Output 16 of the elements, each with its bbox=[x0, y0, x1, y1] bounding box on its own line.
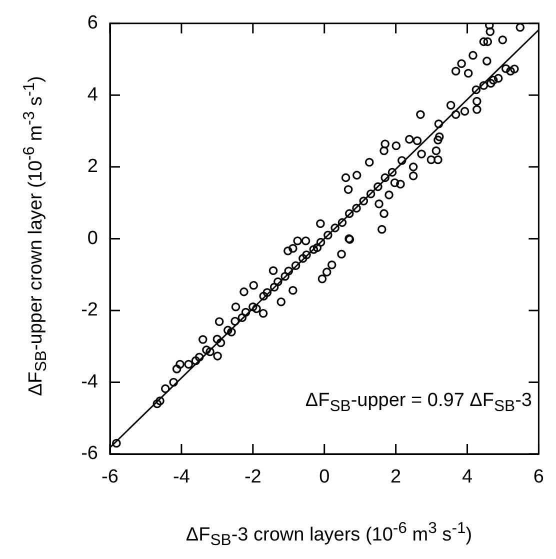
text: ΔF$_{SB}$-3 crown layers (10$^{-6}$ m$^{3}$ s$^{-1}$) bbox=[186, 520, 472, 550]
x-tick-label: 2 bbox=[390, 466, 402, 488]
x-tick-label: -4 bbox=[173, 466, 190, 488]
annotation: ΔF$_{SB}$-upper = 0.97 ΔF$_{SB}$-3 bbox=[305, 390, 532, 416]
y-tick-label: 0 bbox=[87, 228, 98, 249]
x-tick-label: 4 bbox=[462, 466, 473, 488]
y-tick-label: -4 bbox=[81, 371, 98, 392]
y-tick-label: 6 bbox=[87, 12, 98, 34]
y-tick-label: 2 bbox=[87, 156, 98, 178]
x-tick-label: -2 bbox=[244, 466, 262, 488]
y-tick-label: 4 bbox=[87, 84, 98, 106]
y-tick-label: -6 bbox=[81, 443, 98, 464]
x-tick-label: 6 bbox=[533, 466, 544, 488]
x-tick-label: 0 bbox=[319, 466, 330, 488]
y-tick-label: -2 bbox=[81, 300, 98, 321]
x-tick-label: -6 bbox=[102, 466, 118, 488]
